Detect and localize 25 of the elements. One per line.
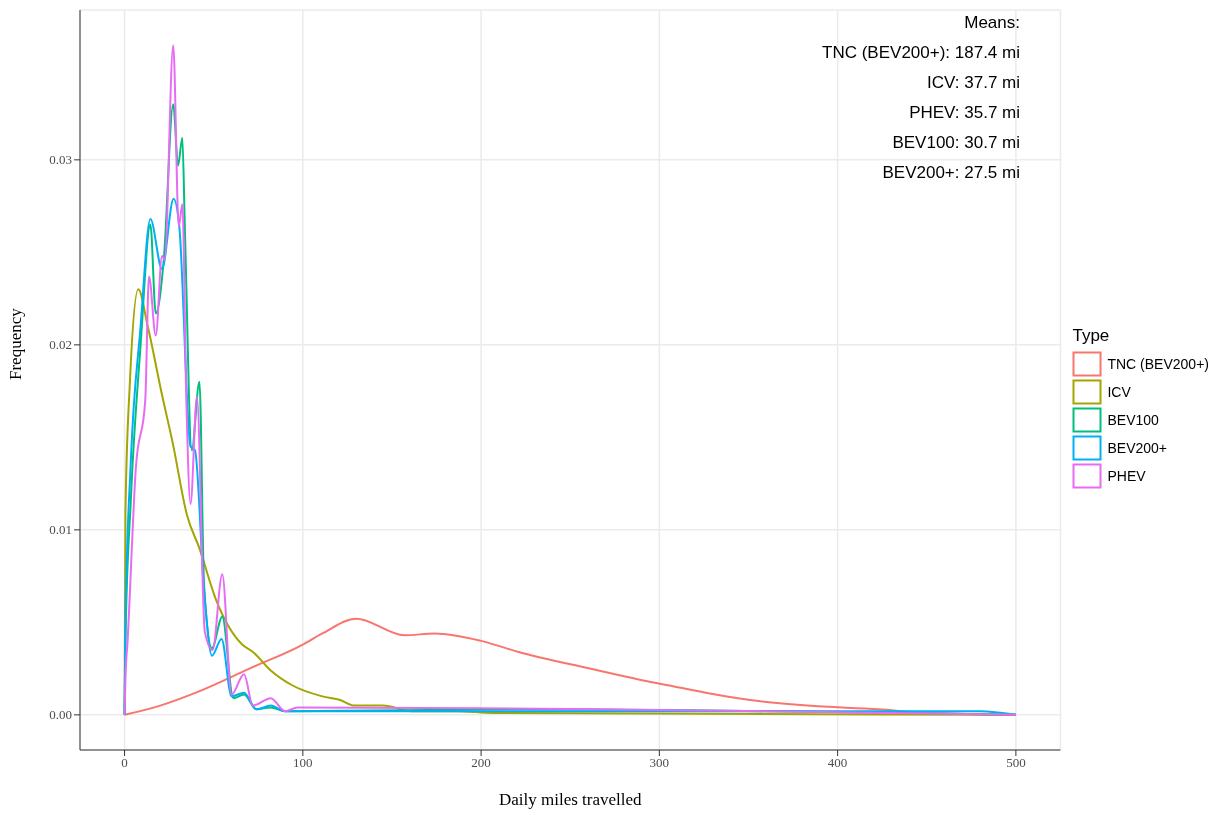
y-axis-title: Frequency	[6, 307, 26, 380]
annotation: PHEV: 35.7 mi	[908, 102, 1020, 124]
x-tick-label: 0	[121, 755, 128, 771]
annotation: ICV: 37.7 mi	[926, 72, 1020, 94]
x-tick-label: 400	[827, 755, 848, 771]
y-tick-label: 0.01	[49, 522, 72, 538]
legend-label: ICV	[1107, 383, 1131, 400]
legend-label: BEV200+	[1107, 439, 1168, 456]
x-tick-label: 300	[649, 755, 670, 771]
legend-label: BEV100	[1107, 411, 1159, 428]
y-tick-label: 0.02	[49, 337, 72, 353]
annotation: BEV200+: 27.5 mi	[881, 162, 1020, 184]
annotation: TNC (BEV200+): 187.4 mi	[821, 42, 1020, 64]
x-tick-label: 200	[471, 755, 491, 771]
x-axis-title: Daily miles travelled	[498, 790, 642, 809]
annotation: Means:	[963, 12, 1020, 34]
annotation: BEV100: 30.7 mi	[891, 132, 1020, 154]
legend-label: PHEV	[1107, 467, 1146, 484]
line-series	[123, 197, 1017, 716]
x-tick-label: 500	[1006, 755, 1026, 771]
y-tick-label: 0.03	[49, 152, 72, 168]
y-tick-label: 0.00	[49, 707, 72, 723]
legend-title: Type	[1072, 325, 1111, 346]
legend-label: TNC (BEV200+)	[1107, 355, 1209, 372]
x-tick-label: 100	[293, 755, 313, 771]
